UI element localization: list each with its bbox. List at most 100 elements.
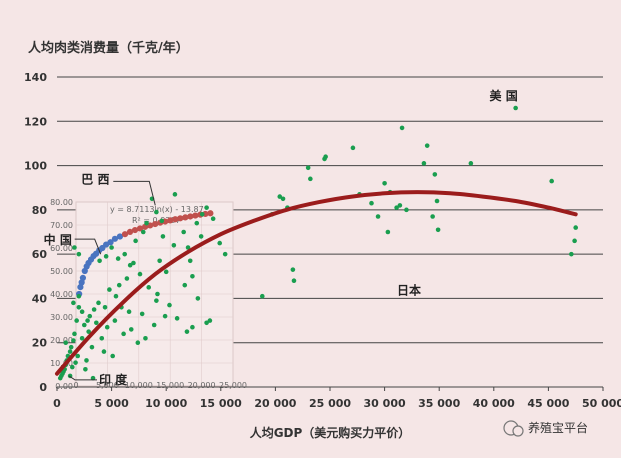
scatter-point <box>83 366 88 372</box>
scatter-point <box>131 260 136 266</box>
inset-point-red <box>177 215 184 222</box>
inset-point-red <box>207 210 214 217</box>
scatter-point <box>399 125 405 131</box>
scatter-point <box>432 172 438 177</box>
x-tick-label: 15 000 <box>200 397 242 410</box>
inset-point-blue <box>79 274 87 281</box>
scatter-point <box>97 258 102 264</box>
y-tick-label: 0 <box>39 381 47 394</box>
scatter-point <box>137 271 143 277</box>
scatter-point <box>204 205 209 210</box>
scatter-point <box>143 335 148 341</box>
inset-point-red <box>136 225 144 232</box>
scatter-point <box>172 192 178 197</box>
scatter-point <box>84 358 89 363</box>
scatter-point <box>71 338 76 343</box>
inset-point-blue <box>111 235 119 242</box>
scatter-point <box>63 340 69 346</box>
scatter-point <box>126 309 132 315</box>
inset-x-tick-label: 25,000 <box>219 381 247 390</box>
scatter-point <box>79 309 85 315</box>
scatter-point <box>569 251 574 257</box>
inset-y-tick-label: 60.00 <box>50 244 73 253</box>
scatter-point <box>291 278 297 284</box>
inset-y-tick-label: 70.00 <box>50 221 73 230</box>
scatter-point <box>103 254 109 259</box>
scatter-point <box>468 161 474 166</box>
scatter-point <box>199 211 205 217</box>
scatter-point <box>259 293 265 299</box>
x-tick-label: 20 000 <box>254 397 296 410</box>
scatter-point <box>513 105 518 111</box>
scatter-point <box>99 335 105 341</box>
scatter-point <box>73 360 78 365</box>
scatter-point <box>116 282 122 288</box>
x-tick-label: 35 000 <box>418 397 460 410</box>
scatter-point <box>207 318 213 323</box>
inset-x-tick-label: 15,000 <box>156 381 184 390</box>
scatter-point <box>424 143 430 148</box>
scatter-point <box>110 353 115 359</box>
scatter-point <box>133 238 138 244</box>
scatter-point <box>162 313 168 319</box>
callout-brazil: 巴 西 <box>81 172 109 186</box>
callout-brazil-leader <box>113 180 156 206</box>
scatter-point <box>210 216 216 222</box>
scatter-point <box>181 229 186 235</box>
scatter-point <box>90 375 96 381</box>
wechat-watermark: 养殖宝平台 <box>503 420 588 437</box>
callout-japan: 日本 <box>397 283 421 298</box>
scatter-point <box>549 178 554 184</box>
scatter-point <box>102 304 108 310</box>
scatter-point <box>155 291 160 297</box>
scatter-point <box>109 245 114 250</box>
y-tick-label: 40 <box>32 292 48 305</box>
scatter-point <box>385 229 391 235</box>
inset-r-squared: R² = 0.9387 <box>132 216 181 225</box>
inset-point-blue <box>107 239 114 246</box>
scatter-point <box>198 234 204 239</box>
scatter-point <box>167 302 172 308</box>
scatter-point <box>140 229 146 235</box>
callout-china: 中 国 <box>44 232 72 247</box>
scatter-point <box>85 318 90 323</box>
x-tick-label: 25 000 <box>309 397 351 410</box>
inset-point-red <box>152 220 159 228</box>
inset-equation: y = 8.7113ln(x) - 13.87 <box>110 205 204 214</box>
scatter-point <box>305 165 311 171</box>
scatter-point <box>135 340 141 346</box>
inset-point-red <box>121 231 129 238</box>
scatter-point <box>115 256 121 261</box>
scatter-point <box>157 258 162 264</box>
scatter-point <box>68 344 74 350</box>
scatter-point <box>394 205 399 210</box>
scatter-point <box>121 331 126 337</box>
scatter-point <box>86 329 91 334</box>
scatter-point <box>112 318 118 323</box>
scatter-point <box>572 238 577 244</box>
y-tick-label: 140 <box>24 71 47 84</box>
scatter-point <box>187 258 193 264</box>
x-axis-label: 人均GDP（美元购买力平价） <box>250 425 411 440</box>
scatter-point <box>96 300 101 306</box>
inset-point-red <box>187 213 194 220</box>
scatter-point <box>382 180 387 186</box>
scatter-point <box>113 293 119 299</box>
scatter-point <box>57 375 63 381</box>
inset-y-tick-label: 80.00 <box>50 198 73 207</box>
inset-y-tick-label: 40.00 <box>50 290 73 299</box>
scatter-point <box>72 245 77 250</box>
inset-x-tick-label: 20,000 <box>188 381 216 390</box>
scatter-point <box>146 285 152 290</box>
scatter-point <box>139 311 145 317</box>
scatter-point <box>434 198 440 204</box>
scatter-point <box>573 225 578 230</box>
inset-y-tick-label: 20.00 <box>50 336 73 345</box>
scatter-point <box>204 320 209 326</box>
scatter-point <box>404 207 409 213</box>
scatter-point <box>308 176 313 182</box>
scatter-point <box>435 227 441 233</box>
y-tick-label: 20 <box>32 337 48 350</box>
